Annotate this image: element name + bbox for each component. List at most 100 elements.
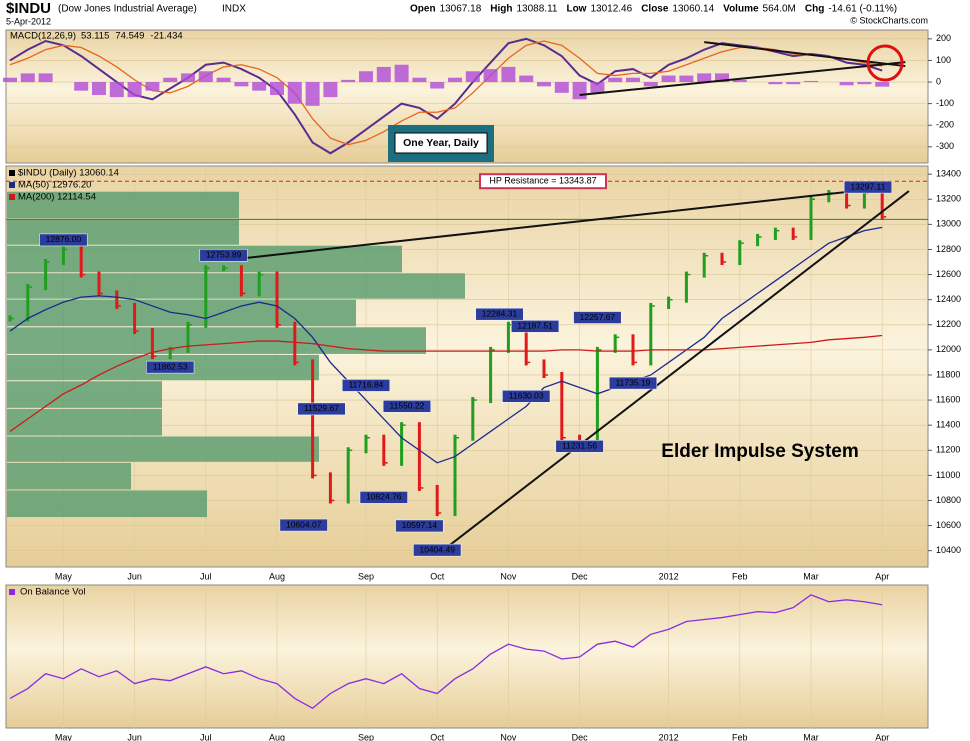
price-bar: [44, 259, 48, 291]
x-tick-label: May: [55, 571, 73, 581]
x-tick-label: Jul: [200, 732, 212, 741]
price-label-box: [413, 543, 462, 557]
histogram-bar: [181, 73, 195, 83]
price-label-box: [555, 440, 604, 453]
histogram-bar: [839, 82, 854, 86]
legend-entry: 74.549: [115, 31, 144, 42]
volume-by-price-bar: [7, 191, 239, 219]
panel-title: MACD(12,26,9): [10, 31, 76, 42]
legend-entry: $INDU (Daily) 13060.14: [18, 168, 119, 179]
quote-label: Low: [566, 4, 586, 15]
y-tick-label: 11800: [936, 369, 960, 379]
price-bar: [133, 302, 137, 335]
price-bar: [257, 271, 261, 297]
x-tick-label: Jun: [127, 732, 142, 741]
price-bar: [417, 422, 421, 491]
legend-swatch: [9, 589, 15, 595]
x-tick-label: Nov: [500, 571, 517, 581]
price-bar: [613, 334, 617, 353]
y-tick-label: 12000: [936, 344, 961, 354]
price-label: 12187.51: [517, 321, 553, 331]
price-label-box: [511, 320, 560, 333]
level-label: HP Resistance = 13343.87: [489, 176, 596, 186]
price-bar: [275, 271, 279, 328]
price-label-box: [502, 390, 551, 403]
annotation: Elder Impulse System: [661, 441, 858, 462]
price-bar: [631, 334, 635, 366]
price-bar: [845, 189, 849, 209]
legend-entry: 53.115: [81, 31, 109, 42]
price-label-box: [608, 376, 658, 390]
histogram-bar: [74, 82, 89, 91]
price-bar: [524, 321, 528, 366]
y-tick-label: 10600: [936, 520, 961, 530]
quote-label: Volume: [723, 4, 759, 15]
histogram-bar: [270, 82, 284, 95]
x-tick-label: Oct: [430, 732, 445, 741]
symbol: $INDU: [6, 0, 51, 17]
histogram-bar: [786, 82, 801, 85]
price-label-box: [475, 307, 524, 321]
histogram-bar: [394, 64, 409, 83]
y-tick-label: 11400: [936, 420, 960, 430]
quote-value: 13012.46: [590, 4, 632, 15]
y-tick-label: 11200: [936, 445, 960, 455]
price-label-box: [359, 491, 408, 504]
price-bar: [560, 371, 564, 441]
histogram-bar: [572, 82, 587, 100]
series-line: [9, 334, 883, 432]
histogram-bar: [109, 82, 124, 98]
price-label-box: [39, 233, 88, 247]
price-bar: [506, 321, 510, 353]
y-tick-label: 12800: [936, 244, 961, 254]
histogram-bar: [145, 82, 160, 91]
x-tick-label: Dec: [572, 732, 589, 741]
exchange: INDX: [222, 4, 246, 15]
price-label: 10824.76: [366, 492, 402, 502]
price-bar: [667, 296, 671, 309]
histogram-bar: [163, 77, 178, 83]
price-bar: [79, 246, 83, 278]
histogram-bar: [38, 73, 53, 83]
price-label: 11716.84: [349, 380, 384, 390]
price-bar: [400, 422, 404, 466]
x-tick-label: Apr: [875, 571, 889, 581]
trendline: [246, 186, 892, 259]
y-tick-label: 13400: [936, 169, 961, 179]
price-label: 12876.00: [46, 234, 82, 244]
x-tick-label: 2012: [659, 732, 679, 741]
annotation-inner: [394, 132, 488, 154]
volume-by-price-bar: [7, 462, 131, 490]
price-label: 10597.14: [402, 520, 438, 530]
annotation: One Year, Daily: [403, 137, 479, 149]
trendline: [441, 190, 910, 552]
volume-by-price-bar: [7, 273, 465, 299]
price-bar: [595, 346, 599, 448]
quote-label: Close: [641, 4, 669, 15]
y-tick-label: 200: [936, 33, 951, 43]
quote-value: 13067.18: [440, 4, 482, 15]
histogram-bar: [697, 73, 712, 83]
price-bar: [61, 246, 65, 266]
x-tick-label: Jul: [200, 571, 212, 581]
y-tick-label: 11600: [936, 394, 960, 404]
legend-entry: -21.434: [150, 31, 182, 42]
plot-layer: -300 -200 -100 0 100 200 MACD(12,26,9) 53.115 74…: [3, 29, 961, 741]
y-tick-label: -100: [936, 98, 954, 108]
histogram-bar: [376, 66, 391, 83]
volume-by-price-bar: [7, 408, 162, 436]
price-bar: [382, 434, 386, 466]
y-tick-label: 12200: [936, 319, 961, 329]
histogram-bar: [3, 77, 17, 83]
watermark: © StockCharts.com: [850, 15, 928, 25]
histogram-bar: [465, 71, 480, 83]
date: 5-Apr-2012: [6, 16, 51, 26]
y-tick-label: 10800: [936, 495, 961, 505]
price-label-box: [341, 379, 391, 392]
quote-value: 564.0M: [763, 4, 796, 15]
legend-entry: MA(50) 12976.20: [18, 180, 91, 191]
histogram-bar: [216, 77, 231, 83]
price-label: 12753.89: [206, 250, 242, 260]
price-label-box: [146, 360, 195, 374]
histogram-bar: [768, 82, 783, 85]
